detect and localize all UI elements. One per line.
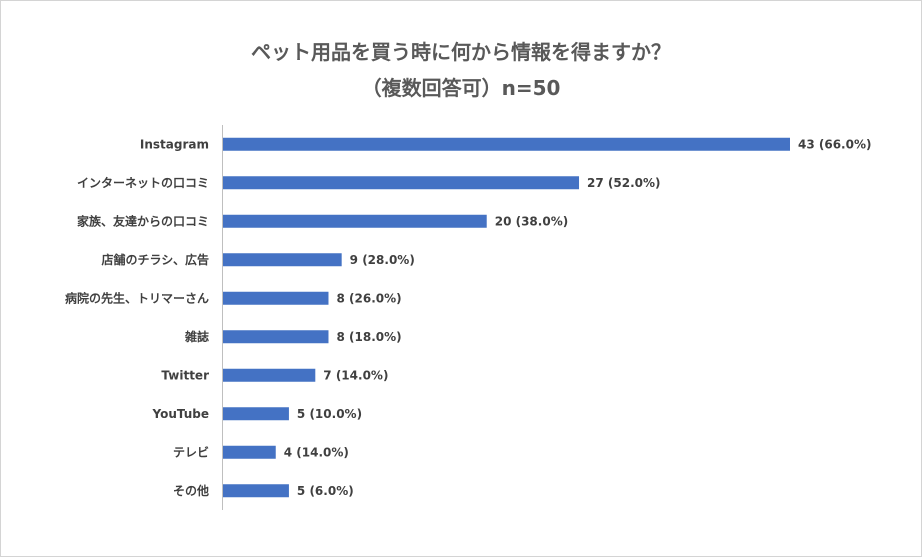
category-label: その他 — [173, 483, 209, 498]
bar — [223, 368, 316, 382]
data-label: 43 (66.0%) — [798, 137, 871, 151]
bar — [223, 214, 487, 228]
data-label: 5 (6.0%) — [297, 484, 354, 498]
category-label: 店舗のチラシ、広告 — [101, 252, 209, 267]
bar — [223, 291, 329, 305]
bar — [223, 445, 276, 459]
chart-title-line1: ペット用品を買う時に何から情報を得ますか？ — [251, 40, 671, 64]
bar — [223, 407, 289, 421]
category-label: Twitter — [161, 368, 209, 382]
bar — [223, 137, 790, 151]
category-label: 家族、友達からの口コミ — [77, 213, 209, 228]
data-label: 4 (14.0%) — [284, 445, 349, 459]
bar — [223, 330, 329, 344]
category-label: YouTube — [151, 407, 209, 421]
data-label: 5 (10.0%) — [297, 407, 362, 421]
bar — [223, 253, 342, 267]
bar — [223, 484, 289, 498]
data-label: 7 (14.0%) — [323, 368, 388, 382]
data-label: 27 (52.0%) — [587, 176, 660, 190]
data-label: 8 (18.0%) — [336, 330, 401, 344]
data-label: 20 (38.0%) — [495, 214, 568, 228]
category-label: テレビ — [173, 444, 209, 459]
data-label: 9 (28.0%) — [350, 253, 415, 267]
category-label: 雑誌 — [184, 329, 209, 344]
chart-title: ペット用品を買う時に何から情報を得ますか？ （複数回答可）n=50 — [0, 34, 922, 106]
data-label: 8 (26.0%) — [336, 291, 401, 305]
category-label: インターネットの口コミ — [77, 176, 209, 190]
category-label: Instagram — [140, 137, 209, 151]
bar — [223, 176, 580, 190]
chart-title-line2: （複数回答可）n=50 — [361, 76, 561, 100]
category-label: 病院の先生、トリマーさん — [65, 290, 209, 305]
